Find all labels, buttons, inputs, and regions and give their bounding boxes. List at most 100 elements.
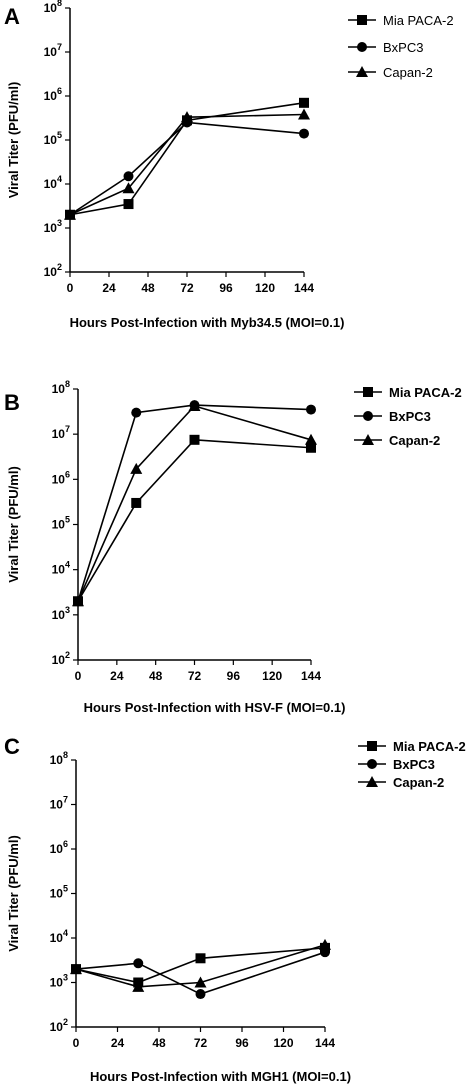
legend: Mia PACA-2 BxPC3 Capan-2 <box>358 739 466 790</box>
x-tick-label: 48 <box>141 281 155 295</box>
x-tick-label: 0 <box>73 1036 80 1050</box>
y-tick-label: 107 <box>52 424 70 441</box>
y-tick-label: 108 <box>44 0 62 15</box>
y-tick-label: 104 <box>52 560 70 577</box>
x-tick-label: 72 <box>180 281 194 295</box>
legend-item-capan-2: Capan-2 <box>358 775 444 790</box>
series-line-mia-paca-2 <box>77 438 312 602</box>
data-point-capan-2 <box>194 976 207 988</box>
legend-label: Mia PACA-2 <box>389 385 462 400</box>
legend-marker-mia-paca-2 <box>363 387 373 397</box>
data-point-bxpc3 <box>195 989 206 1000</box>
series-capan-2 <box>64 108 310 220</box>
y-tick-label: 108 <box>50 750 68 767</box>
legend-label: BxPC3 <box>383 40 423 55</box>
series-mia-paca-2 <box>73 434 316 607</box>
panel-letter: C <box>4 734 20 759</box>
legend-marker-mia-paca-2 <box>367 741 377 751</box>
series-line-mia-paca-2 <box>69 102 305 216</box>
legend-marker-bxpc3 <box>367 759 377 769</box>
x-tick-label: 48 <box>149 669 163 683</box>
panel-letter: A <box>4 4 20 29</box>
y-tick-label: 102 <box>44 262 62 279</box>
x-tick-label: 120 <box>262 669 282 683</box>
x-tick-label: 96 <box>219 281 233 295</box>
legend-marker-capan-2 <box>362 434 374 445</box>
x-tick-label: 96 <box>235 1036 249 1050</box>
legend-item-mia-paca-2: Mia PACA-2 <box>348 13 454 28</box>
y-tick-label: 102 <box>52 650 70 667</box>
series-capan-2 <box>72 400 317 607</box>
y-tick-label: 103 <box>52 605 70 622</box>
x-axis-title: Hours Post-Infection with Myb34.5 (MOI=0… <box>70 315 345 330</box>
y-tick-label: 107 <box>44 42 62 59</box>
x-tick-label: 120 <box>273 1036 293 1050</box>
data-point-mia-paca-2 <box>306 442 316 453</box>
data-point-capan-2 <box>70 963 82 975</box>
legend-label: BxPC3 <box>393 757 435 772</box>
legend-label: Capan-2 <box>383 65 433 80</box>
legend: Mia PACA-2 BxPC3 Capan-2 <box>348 13 454 80</box>
legend-marker-bxpc3 <box>357 42 367 52</box>
data-point-capan-2 <box>305 433 317 445</box>
y-tick-label: 105 <box>50 884 68 901</box>
data-point-bxpc3 <box>299 128 309 139</box>
y-tick-label: 103 <box>50 973 68 990</box>
x-tick-label: 48 <box>152 1036 166 1050</box>
data-point-capan-2 <box>72 595 84 607</box>
series-line-mia-paca-2 <box>75 947 326 984</box>
data-point-capan-2 <box>319 938 331 950</box>
x-tick-label: 0 <box>75 669 82 683</box>
y-axis-title: Viral Titer (PFU/ml) <box>6 466 21 583</box>
legend-label: Mia PACA-2 <box>383 13 454 28</box>
x-tick-label: 24 <box>110 669 124 683</box>
x-axis-title: Hours Post-Infection with HSV-F (MOI=0.1… <box>84 700 346 715</box>
legend-marker-mia-paca-2 <box>357 15 367 25</box>
data-point-mia-paca-2 <box>195 953 206 964</box>
data-point-bxpc3 <box>123 171 134 182</box>
y-tick-label: 104 <box>50 928 68 945</box>
y-tick-label: 104 <box>44 174 62 191</box>
x-tick-label: 72 <box>194 1036 208 1050</box>
panel-b: B 102 103 104 105 106 107 108 0 24 48 72 96 120 144 Hou… <box>4 379 462 715</box>
panel-letter: B <box>4 390 20 415</box>
legend-item-capan-2: Capan-2 <box>348 65 433 80</box>
data-point-capan-2 <box>181 111 193 123</box>
series-line-bxpc3 <box>75 951 326 995</box>
panel-c: C 102 103 104 105 106 107 108 0 24 48 72 96 120 144 Hou… <box>4 734 466 1084</box>
y-axis-title: Viral Titer (PFU/ml) <box>6 835 21 952</box>
y-tick-label: 105 <box>44 130 62 147</box>
y-tick-label: 106 <box>50 839 68 856</box>
data-point-capan-2 <box>132 980 145 992</box>
y-tick-label: 103 <box>44 218 62 235</box>
series-capan-2 <box>70 938 331 992</box>
x-tick-label: 144 <box>315 1036 335 1050</box>
y-tick-label: 106 <box>52 469 70 486</box>
x-tick-label: 144 <box>301 669 321 683</box>
data-point-bxpc3 <box>306 404 316 415</box>
x-tick-label: 0 <box>67 281 74 295</box>
y-tick-label: 106 <box>44 86 62 103</box>
legend: Mia PACA-2 BxPC3 Capan-2 <box>354 385 462 448</box>
legend-item-mia-paca-2: Mia PACA-2 <box>354 385 462 400</box>
data-point-capan-2 <box>122 182 135 194</box>
y-tick-label: 105 <box>52 515 70 532</box>
data-point-bxpc3 <box>131 407 142 418</box>
legend-marker-capan-2 <box>356 66 368 77</box>
panel-a: A 102 103 104 105 106 107 108 0 24 48 72 96 120 144 Hou… <box>4 0 454 330</box>
data-point-capan-2 <box>298 108 310 120</box>
x-axis-title: Hours Post-Infection with MGH1 (MOI=0.1) <box>90 1069 351 1084</box>
legend-item-bxpc3: BxPC3 <box>354 409 431 424</box>
x-tick-label: 120 <box>255 281 275 295</box>
legend-marker-capan-2 <box>366 776 378 787</box>
series-bxpc3 <box>65 117 309 220</box>
y-tick-label: 108 <box>52 379 70 396</box>
y-tick-label: 107 <box>50 795 68 812</box>
data-point-capan-2 <box>130 462 143 474</box>
legend-item-mia-paca-2: Mia PACA-2 <box>358 739 466 754</box>
legend-label: Capan-2 <box>389 433 440 448</box>
y-axis-title: Viral Titer (PFU/ml) <box>6 82 21 199</box>
x-tick-label: 144 <box>294 281 314 295</box>
legend-label: BxPC3 <box>389 409 431 424</box>
